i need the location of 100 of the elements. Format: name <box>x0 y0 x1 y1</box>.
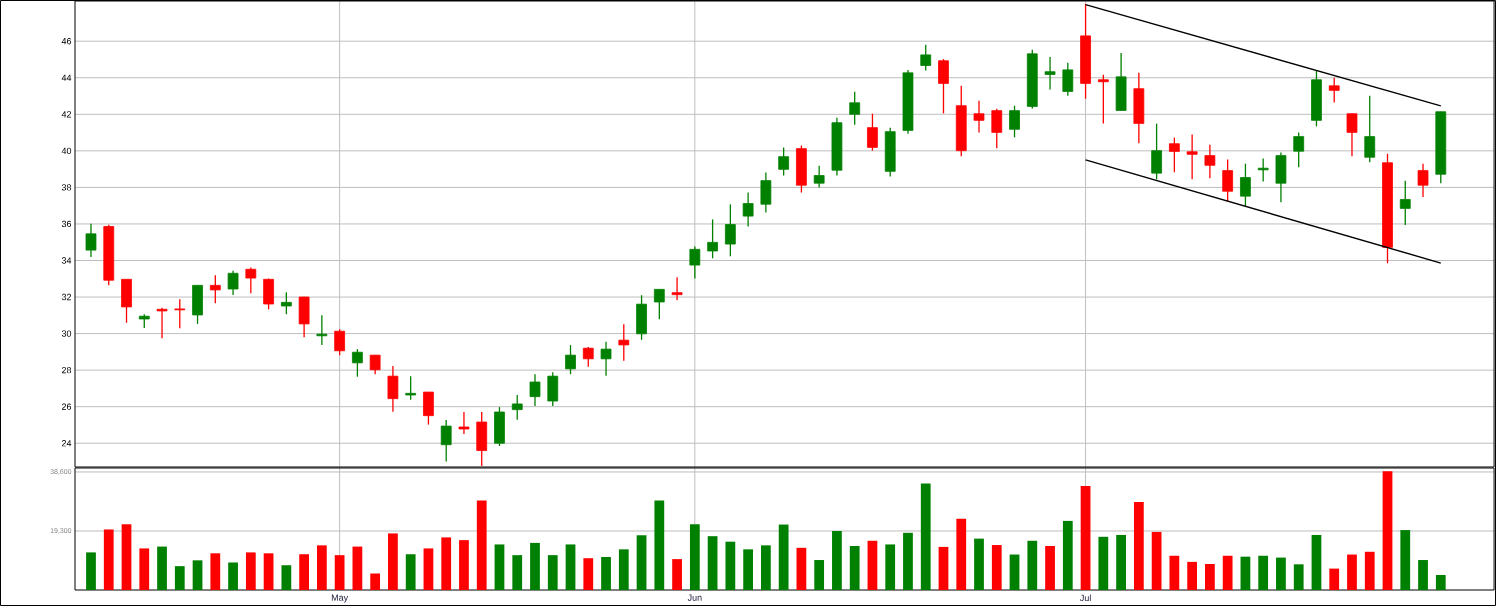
bar <box>1364 551 1375 590</box>
bar <box>245 552 256 590</box>
bar <box>281 565 292 590</box>
bar <box>1382 471 1393 590</box>
bar <box>761 545 771 590</box>
bar <box>991 545 1002 590</box>
bar <box>547 555 558 590</box>
candlestick <box>316 314 328 346</box>
candlestick <box>991 107 1003 149</box>
candlestick <box>1186 133 1198 180</box>
bar <box>618 549 629 590</box>
candlestick <box>174 298 186 329</box>
bar <box>1080 486 1091 590</box>
bar <box>370 573 381 590</box>
y-tick-label: 24 <box>61 440 72 447</box>
candlestick <box>1417 162 1429 198</box>
bar <box>1098 536 1109 590</box>
candlestick <box>689 245 701 280</box>
bar <box>121 524 132 590</box>
candlestick <box>600 341 612 377</box>
bar <box>1240 556 1251 590</box>
bar <box>352 546 363 590</box>
x-tick-label: Jun <box>687 594 702 601</box>
candlestick <box>352 348 363 378</box>
candlestick <box>742 191 754 228</box>
bar <box>192 560 203 590</box>
bar <box>494 544 505 590</box>
bar <box>565 544 576 590</box>
candlestick <box>582 346 594 368</box>
bar <box>672 559 682 590</box>
y-tick-label: 40 <box>61 147 72 155</box>
bar <box>654 500 665 590</box>
bar <box>974 538 984 590</box>
bar <box>601 556 611 590</box>
candlestick <box>671 276 683 301</box>
y-tick-label: 32 <box>61 293 72 301</box>
candlestick <box>618 323 630 362</box>
bar <box>796 547 807 590</box>
bar <box>512 555 523 590</box>
bar <box>743 549 754 590</box>
candlestick <box>334 328 346 356</box>
bar <box>636 535 647 590</box>
bar <box>1133 501 1144 590</box>
candlestick <box>1257 157 1269 183</box>
bar <box>689 524 700 590</box>
x-tick-label: Jul <box>1079 594 1091 602</box>
candlestick <box>813 165 825 189</box>
candlestick <box>1240 162 1251 208</box>
x-tick-label: May <box>331 594 349 603</box>
bar <box>139 548 150 590</box>
candlestick <box>1346 112 1358 157</box>
bar <box>1009 554 1020 590</box>
candlestick <box>778 146 790 177</box>
bar <box>903 532 913 590</box>
candlestick <box>1399 179 1411 226</box>
candlestick <box>867 113 878 152</box>
y-tick-label: 30 <box>61 330 72 337</box>
bar <box>441 537 452 590</box>
bar <box>388 533 398 590</box>
candlestick <box>1169 137 1180 173</box>
candlestick <box>458 411 470 435</box>
bar <box>885 544 896 590</box>
candlestick <box>1009 105 1020 138</box>
bar <box>583 558 594 590</box>
bar <box>1258 555 1269 590</box>
candlestick <box>565 344 576 375</box>
bar <box>849 545 860 590</box>
y-tick-label: 46 <box>61 38 72 45</box>
bar <box>1027 540 1038 590</box>
candlestick <box>707 218 718 259</box>
bar <box>210 553 221 590</box>
candlestick <box>1062 62 1074 97</box>
bar <box>1187 561 1198 590</box>
candlestick <box>387 365 399 413</box>
bar <box>920 483 931 590</box>
bar <box>316 545 327 590</box>
candlestick <box>1204 143 1216 179</box>
candlestick <box>440 419 452 463</box>
candlestick <box>1293 131 1305 168</box>
bar <box>1045 545 1055 590</box>
bar <box>956 518 967 590</box>
candlestick <box>280 291 292 315</box>
candlestick <box>653 288 665 320</box>
candlestick <box>849 91 861 126</box>
candlestick <box>973 100 985 134</box>
bar <box>1205 564 1215 590</box>
candlestick <box>938 58 949 115</box>
y-tick-label: 28 <box>61 366 72 374</box>
bar <box>157 546 167 590</box>
candlestick <box>369 354 381 375</box>
bar <box>707 536 718 590</box>
candlestick <box>760 171 772 214</box>
bar <box>423 548 434 590</box>
bar <box>530 542 540 590</box>
candlestick <box>511 394 523 421</box>
bar <box>1222 555 1233 590</box>
bar <box>1293 564 1304 590</box>
candlestick <box>156 306 168 339</box>
y-tick-label: 34 <box>61 257 72 264</box>
candlestick <box>423 391 434 426</box>
